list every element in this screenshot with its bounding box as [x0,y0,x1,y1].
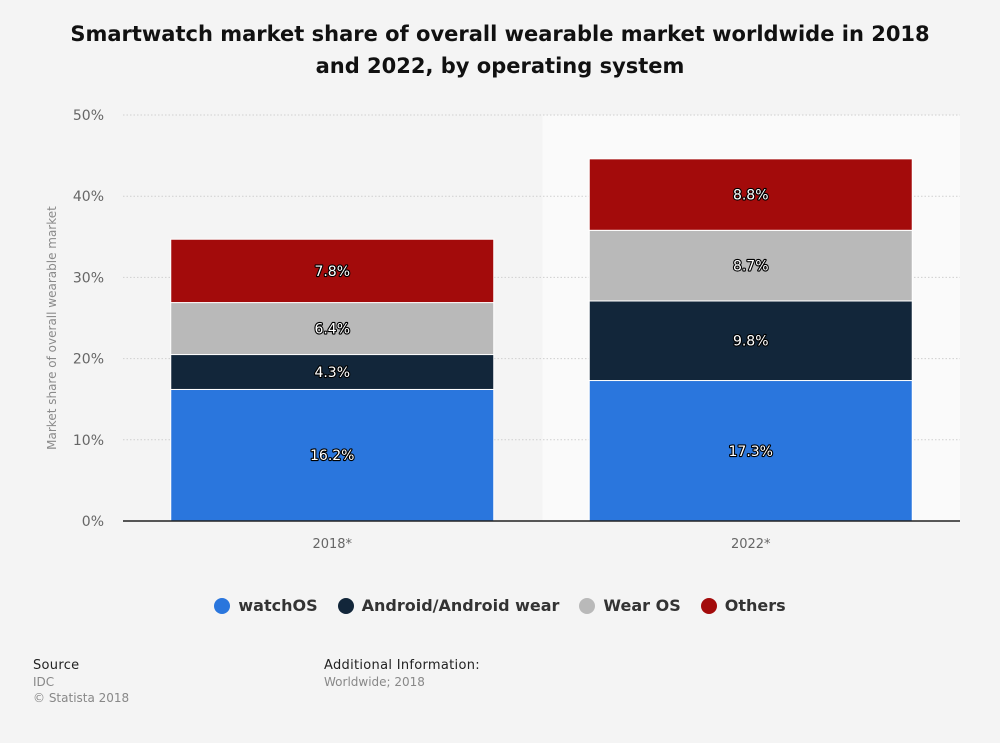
bar-segment [588,229,913,302]
legend-item[interactable]: watchOS [214,596,318,615]
bar-segment [170,238,495,304]
y-tick-label: 10% [73,433,104,449]
legend-marker [579,597,596,614]
legend-item[interactable]: Wear OS [579,596,681,615]
legend-item[interactable]: Android/Android wear [337,596,560,615]
additional-info-text: Worldwide; 2018 [324,675,425,689]
data-label: 6.4% [314,322,350,338]
data-label: 7.8% [314,264,350,280]
chart-plot: 0% 10% 20% 30% 40% 50% Market share of overall… [45,108,960,552]
x-tick-label: 2022* [731,537,771,552]
additional-info-heading: Additional Information: [324,658,480,673]
y-axis-title: Market share of overall wearable market [45,206,59,450]
legend-marker [214,597,231,614]
legend-item[interactable]: Others [700,596,786,615]
y-tick-label: 50% [73,108,104,124]
data-label: 8.7% [733,259,769,275]
bar-segment [170,302,495,356]
y-tick-label: 30% [73,270,104,286]
data-label: 16.2% [310,448,354,464]
y-tick-label: 40% [73,189,104,205]
legend-label: watchOS [238,596,318,615]
legend-marker [337,597,354,614]
chart-title: Smartwatch market share of overall weara… [70,22,930,78]
data-label: 9.8% [733,334,769,350]
bar-segment [170,354,495,390]
source-block: Source IDC © Statista 2018 [33,657,129,706]
bar-segment [588,300,913,382]
legend-label: Wear OS [603,596,681,615]
source-heading: Source [33,658,80,673]
y-tick-label: 0% [82,514,104,530]
chart-legend: watchOS Android/Android wear Wear OS Others [0,596,1000,615]
data-label: 8.8% [733,188,769,204]
bar-segment [170,388,495,522]
legend-label: Others [724,596,786,615]
legend-marker [700,597,717,614]
source-name: IDC [33,675,55,689]
data-label: 17.3% [729,444,773,460]
bar-segment [588,380,913,522]
bar-segment [588,158,913,231]
copyright-text: © Statista 2018 [33,691,130,705]
y-tick-label: 20% [73,352,104,368]
additional-info-block: Additional Information: Worldwide; 2018 [324,657,480,690]
data-label: 4.3% [314,365,350,381]
x-tick-label: 2018* [312,537,352,552]
legend-label: Android/Android wear [361,596,560,615]
